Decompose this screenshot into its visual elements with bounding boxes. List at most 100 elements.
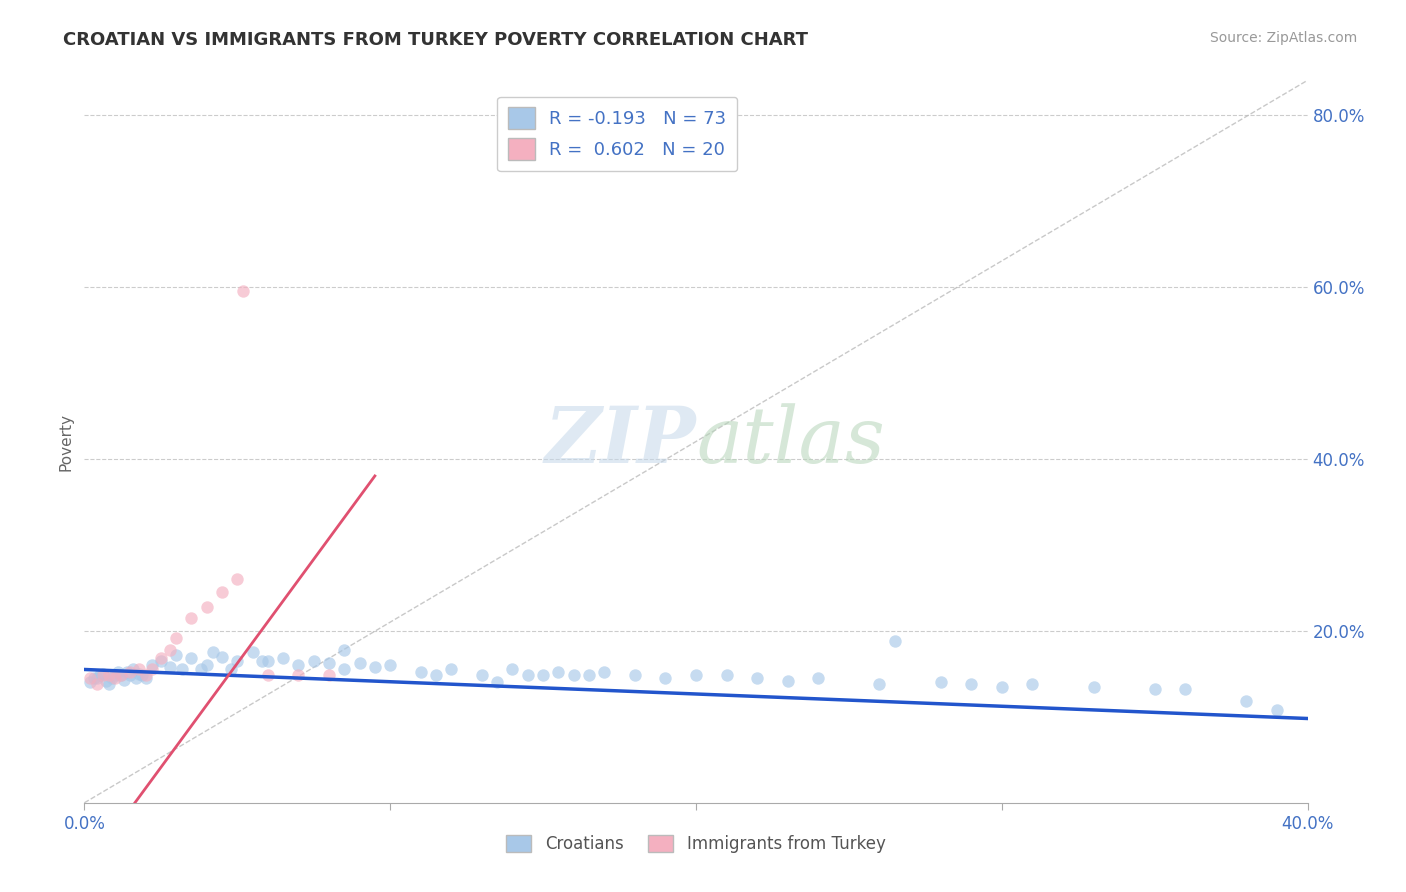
Point xyxy=(440,663,463,677)
Point xyxy=(79,671,101,685)
Point xyxy=(747,671,769,685)
Point xyxy=(929,675,952,690)
Y-axis label: Poverty: Poverty xyxy=(58,412,73,471)
Point xyxy=(471,668,494,682)
Point xyxy=(128,663,150,677)
Point xyxy=(128,666,150,681)
Point xyxy=(131,668,153,682)
Point xyxy=(226,572,249,586)
Point xyxy=(287,668,309,682)
Point xyxy=(486,675,509,690)
Point xyxy=(190,663,212,677)
Point xyxy=(86,671,108,685)
Point xyxy=(180,651,202,665)
Point xyxy=(211,649,233,664)
Point xyxy=(250,654,273,668)
Point xyxy=(1265,703,1288,717)
Point xyxy=(242,645,264,659)
Point xyxy=(120,665,142,679)
Point xyxy=(159,660,181,674)
Point xyxy=(302,654,325,668)
Point xyxy=(180,611,202,625)
Point xyxy=(110,668,132,682)
Point xyxy=(593,665,616,679)
Point xyxy=(1021,677,1043,691)
Point xyxy=(716,668,738,682)
Point xyxy=(201,645,224,659)
Point xyxy=(89,668,111,682)
Point xyxy=(141,663,163,677)
Point xyxy=(869,677,891,691)
Point xyxy=(141,658,163,673)
Point xyxy=(654,671,676,685)
Point xyxy=(122,663,145,677)
Text: CROATIAN VS IMMIGRANTS FROM TURKEY POVERTY CORRELATION CHART: CROATIAN VS IMMIGRANTS FROM TURKEY POVER… xyxy=(63,31,808,49)
Point xyxy=(94,673,117,688)
Point xyxy=(562,668,585,682)
Point xyxy=(502,663,524,677)
Point xyxy=(104,668,127,682)
Point xyxy=(349,657,371,671)
Legend: Croatians, Immigrants from Turkey: Croatians, Immigrants from Turkey xyxy=(499,828,893,860)
Point xyxy=(86,677,108,691)
Point xyxy=(110,668,132,682)
Point xyxy=(232,284,254,298)
Point xyxy=(112,673,135,687)
Point xyxy=(685,668,707,682)
Point xyxy=(1174,682,1197,697)
Point xyxy=(531,668,554,682)
Point xyxy=(195,599,218,614)
Point xyxy=(83,671,105,685)
Point xyxy=(333,663,356,677)
Point xyxy=(91,666,114,681)
Point xyxy=(960,677,983,691)
Point xyxy=(257,654,280,668)
Point xyxy=(547,665,569,679)
Point xyxy=(409,665,432,679)
Point xyxy=(516,668,538,682)
Point xyxy=(125,671,148,685)
Point xyxy=(776,673,799,688)
Point xyxy=(257,668,280,682)
Point xyxy=(1083,680,1105,694)
Point xyxy=(380,658,402,673)
Point xyxy=(97,677,120,691)
Point xyxy=(149,651,172,665)
Point xyxy=(107,665,129,679)
Point xyxy=(219,663,242,677)
Point xyxy=(425,668,447,682)
Point xyxy=(135,671,157,685)
Point xyxy=(159,642,181,657)
Point xyxy=(271,651,294,665)
Point xyxy=(226,654,249,668)
Point xyxy=(211,585,233,599)
Point xyxy=(115,665,138,679)
Point xyxy=(195,658,218,673)
Point xyxy=(104,671,127,685)
Point xyxy=(624,668,647,682)
Point xyxy=(97,668,120,682)
Point xyxy=(578,668,600,682)
Point xyxy=(149,654,172,668)
Text: atlas: atlas xyxy=(696,403,884,480)
Point xyxy=(172,663,194,677)
Text: ZIP: ZIP xyxy=(544,403,696,480)
Point xyxy=(1143,682,1166,697)
Point xyxy=(364,660,387,674)
Point xyxy=(1236,694,1258,708)
Point xyxy=(135,668,157,682)
Point xyxy=(333,642,356,657)
Point xyxy=(91,668,114,682)
Point xyxy=(991,680,1014,694)
Point xyxy=(101,671,124,685)
Point xyxy=(287,658,309,673)
Point xyxy=(883,634,905,648)
Point xyxy=(318,657,340,671)
Point xyxy=(165,631,187,645)
Text: Source: ZipAtlas.com: Source: ZipAtlas.com xyxy=(1209,31,1357,45)
Point xyxy=(79,675,101,690)
Point xyxy=(165,648,187,662)
Point xyxy=(120,668,142,682)
Point xyxy=(318,668,340,682)
Point xyxy=(807,671,830,685)
